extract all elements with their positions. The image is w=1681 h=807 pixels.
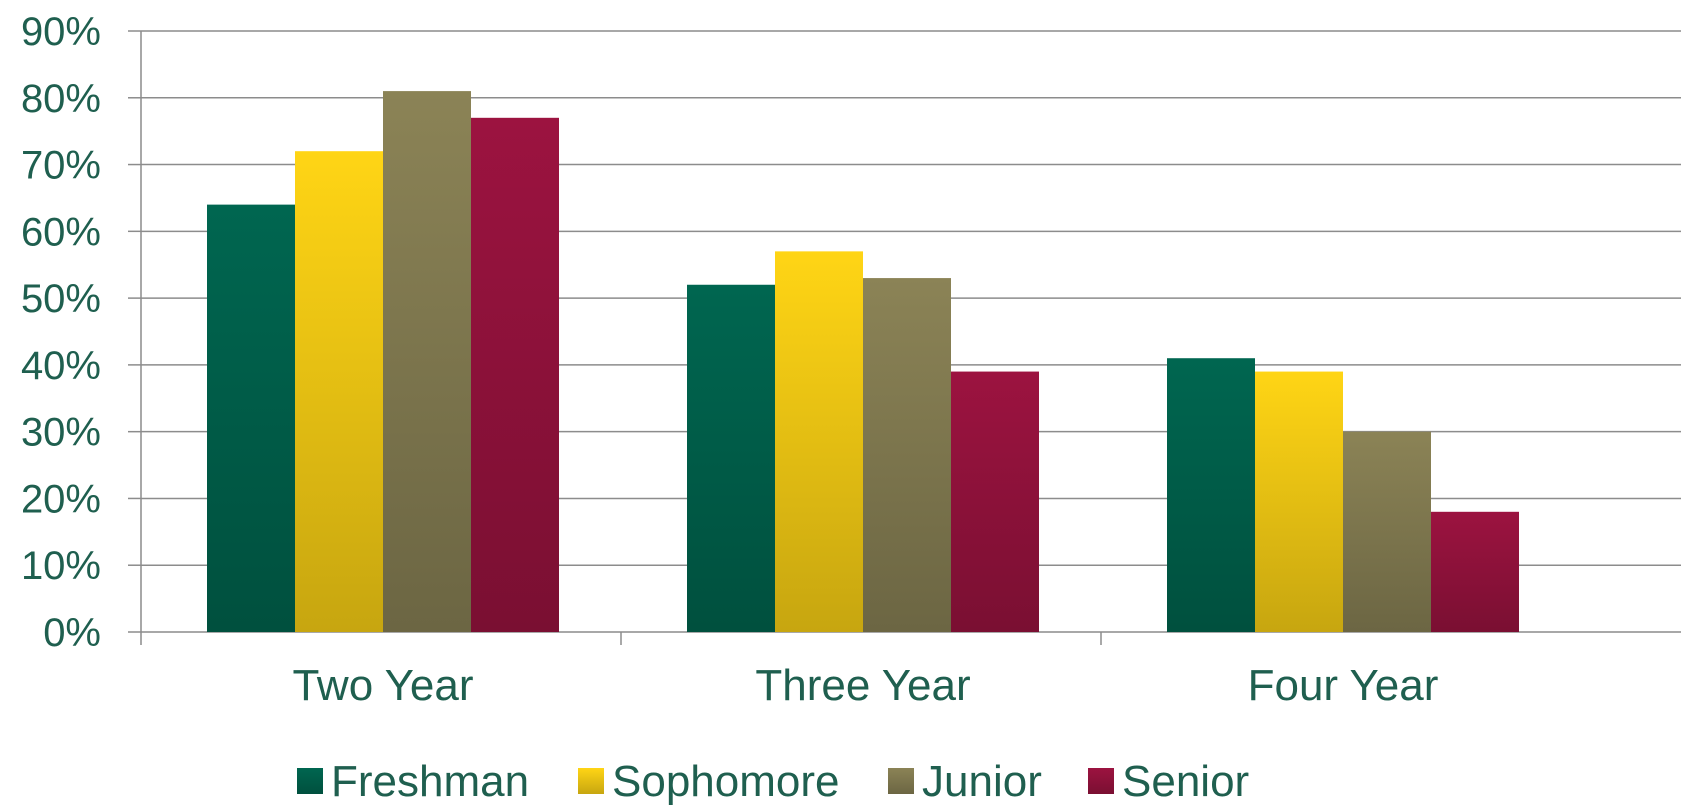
bar-senior-three-year [951, 371, 1039, 632]
bar-freshman-three-year [687, 284, 775, 632]
legend-label-sophomore: Sophomore [612, 757, 839, 806]
legend-swatch-senior [1088, 768, 1114, 794]
bar-junior-three-year [863, 278, 951, 632]
bar-sophomore-four-year [1255, 371, 1343, 632]
x-axis-categories: Two Year Three Year Four Year [292, 661, 1438, 710]
legend-swatch-junior [888, 768, 914, 794]
bar-senior-four-year [1431, 511, 1519, 632]
legend-swatch-freshman [297, 768, 323, 794]
bar-freshman-four-year [1167, 358, 1255, 632]
bar-senior-two-year [471, 117, 559, 633]
legend-label-senior: Senior [1122, 757, 1249, 806]
y-tick-label: 90% [21, 10, 101, 54]
y-tick-label: 40% [21, 344, 101, 388]
x-category-label: Two Year [292, 661, 473, 710]
y-tick-label: 10% [21, 544, 101, 588]
y-tick-label: 0% [43, 611, 101, 655]
x-category-label: Four Year [1248, 661, 1439, 710]
y-axis-ticks: 0% 10% 20% 30% 40% 50% 60% 70% 80% 90% [21, 10, 101, 655]
bar-sophomore-three-year [775, 251, 863, 632]
x-category-label: Three Year [755, 661, 970, 710]
y-tick-label: 20% [21, 477, 101, 521]
y-tick-label: 50% [21, 277, 101, 321]
legend-swatch-sophomore [578, 768, 604, 794]
y-tick-label: 30% [21, 411, 101, 455]
y-tick-label: 60% [21, 210, 101, 254]
legend-label-freshman: Freshman [331, 757, 529, 806]
legend-label-junior: Junior [922, 757, 1042, 806]
legend: Freshman Sophomore Junior Senior [297, 757, 1249, 806]
y-tick-label: 80% [21, 77, 101, 121]
y-tick-label: 70% [21, 144, 101, 188]
bars [207, 91, 1519, 633]
bar-junior-two-year [383, 91, 471, 633]
bar-sophomore-two-year [295, 151, 383, 632]
bar-freshman-two-year [207, 204, 295, 632]
bar-junior-four-year [1343, 431, 1431, 632]
